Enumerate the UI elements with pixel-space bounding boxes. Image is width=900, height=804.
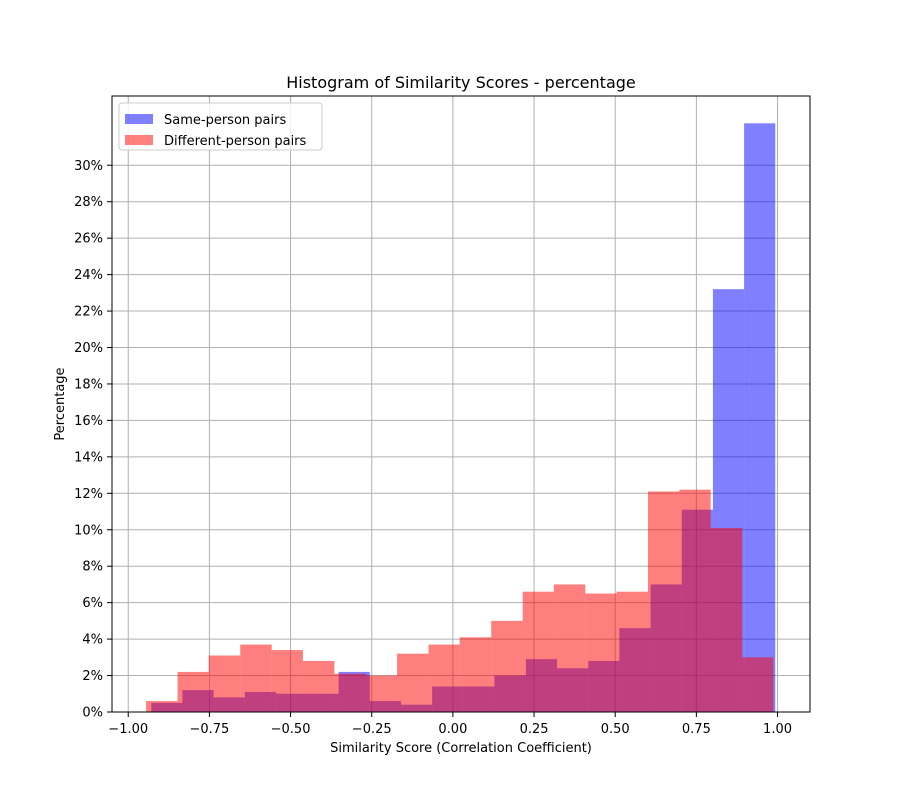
y-tick-label: 14% (74, 450, 103, 465)
y-tick-label: 10% (74, 523, 103, 538)
histogram-bar-series-2 (491, 620, 523, 712)
histogram-bar-series-2 (553, 584, 586, 712)
histogram-bar-series-2 (208, 655, 241, 712)
y-tick-label: 22% (74, 305, 103, 320)
x-tick-label: −0.75 (189, 722, 229, 737)
legend-swatch (125, 135, 153, 145)
histogram-bar-series-2 (397, 653, 429, 712)
histogram-bar-series-2 (302, 660, 335, 712)
histogram-bar-series-2 (271, 650, 303, 712)
y-axis-label: Percentage (53, 367, 68, 440)
histogram-bar-series-2 (365, 675, 398, 712)
y-tick-label: 28% (74, 195, 103, 210)
legend-label: Different-person pairs (164, 134, 307, 149)
x-tick-label: −0.50 (271, 722, 311, 737)
y-tick-label: 16% (74, 414, 103, 429)
x-tick-label: 0.00 (438, 722, 467, 737)
histogram-bar-series-2 (240, 644, 272, 712)
y-tick-label: 8% (82, 560, 103, 575)
x-tick-label: 0.50 (601, 722, 630, 737)
axis-ticks: −1.00 −0.75 −0.50 −0.25 0.00 0.25 0.50 0.75 1.00… (74, 159, 792, 737)
histogram-bar-series-2 (428, 644, 460, 712)
x-tick-label: 0.75 (682, 722, 711, 737)
chart-title: Histogram of Similarity Scores - percent… (286, 73, 636, 92)
plot-frame (111, 95, 811, 713)
histogram-bar-series-2 (710, 527, 743, 712)
y-tick-label: 0% (82, 706, 103, 721)
histogram-bar-series-2 (146, 701, 178, 712)
y-tick-label: 26% (74, 232, 103, 247)
legend: Same-person pairs Different-person pairs (118, 102, 323, 151)
y-tick-label: 2% (82, 669, 103, 684)
histogram-bar-series-2 (585, 593, 617, 712)
y-tick-label: 24% (74, 268, 103, 283)
histogram-bar-series-2 (459, 637, 492, 712)
y-tick-label: 12% (74, 487, 103, 502)
histogram-bar-series-2 (647, 491, 680, 712)
histogram-bar-series-2 (742, 657, 774, 712)
y-tick-label: 30% (74, 159, 103, 174)
y-tick-label: 4% (82, 633, 103, 648)
histogram-bar-series-2 (616, 591, 648, 712)
histogram-bar-series-2 (177, 671, 209, 712)
y-tick-label: 18% (74, 377, 103, 392)
x-axis-label: Similarity Score (Correlation Coefficien… (330, 741, 592, 756)
histogram-bar-series-2 (522, 591, 554, 712)
histogram-bar-series-2 (679, 489, 711, 712)
legend-swatch (125, 114, 153, 124)
bars (146, 123, 776, 712)
y-tick-label: 6% (82, 596, 103, 611)
histogram-bar-series-2 (334, 673, 366, 712)
x-tick-label: 1.00 (763, 722, 792, 737)
legend-label: Same-person pairs (164, 113, 286, 128)
histogram-bar-series-1 (744, 123, 776, 712)
x-tick-label: −0.25 (352, 722, 392, 737)
legend-box (118, 102, 323, 151)
x-tick-label: 0.25 (520, 722, 549, 737)
x-tick-label: −1.00 (108, 722, 148, 737)
y-tick-label: 20% (74, 341, 103, 356)
